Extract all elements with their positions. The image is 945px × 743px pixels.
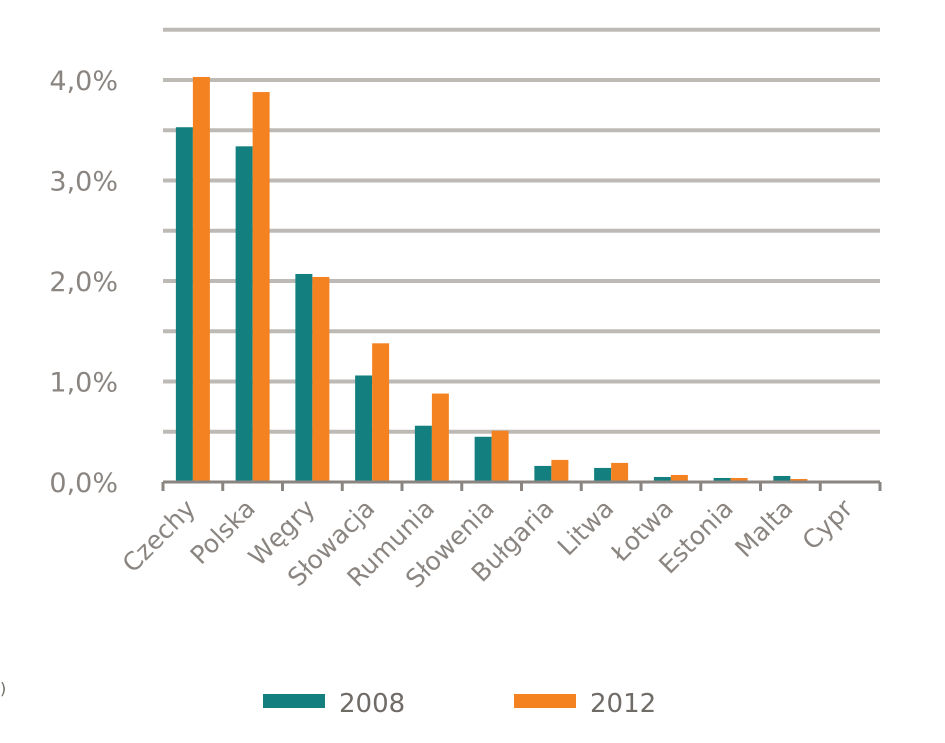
bar-2012 [790,478,808,482]
grid-lines [163,27,880,434]
bar-2008 [355,375,373,482]
bar-2008 [594,467,612,482]
edge-mark: ) [0,679,6,698]
bar-2012 [192,76,210,483]
y-tick-label: 4,0% [49,66,118,97]
legend-label-2008: 2008 [339,689,405,719]
category-label: Cypr [797,493,859,555]
bar-2008 [713,477,731,482]
legend-swatch-2008 [263,694,325,708]
bar-2008 [235,146,253,482]
bar-2008 [534,465,552,482]
bar-2012 [312,276,330,482]
legend: 2008 2012 [263,689,656,719]
bar-2012 [670,474,688,482]
category-label: Malta [729,494,798,563]
bar-2008 [295,273,313,482]
bar-2008 [773,475,791,482]
bar-2008 [474,436,492,482]
y-tick-label: 3,0% [49,167,118,198]
y-tick-label: 2,0% [49,267,118,298]
bar-2012 [551,459,569,482]
bar-2008 [414,425,432,482]
bar-2012 [491,430,509,482]
bar-2012 [611,462,629,482]
bar-2012 [431,393,449,482]
legend-label-2012: 2012 [590,689,656,719]
category-label: Czechy [117,494,202,579]
legend-swatch-2012 [514,694,576,708]
bar-2008 [653,476,671,482]
bar-2012 [730,477,748,482]
y-axis-tick-labels: 0,0% 1,0% 2,0% 3,0% 4,0% [49,66,118,499]
x-axis-ticks [161,482,882,491]
y-tick-label: 0,0% [49,468,118,499]
bar-2008 [175,127,193,483]
bar-2012 [252,92,270,482]
bars [175,76,868,483]
category-labels: CzechyPolskaWęgrySłowacjaRumuniaSłowenia… [117,493,859,593]
bar-2012 [372,343,390,482]
y-tick-label: 1,0% [49,368,118,399]
